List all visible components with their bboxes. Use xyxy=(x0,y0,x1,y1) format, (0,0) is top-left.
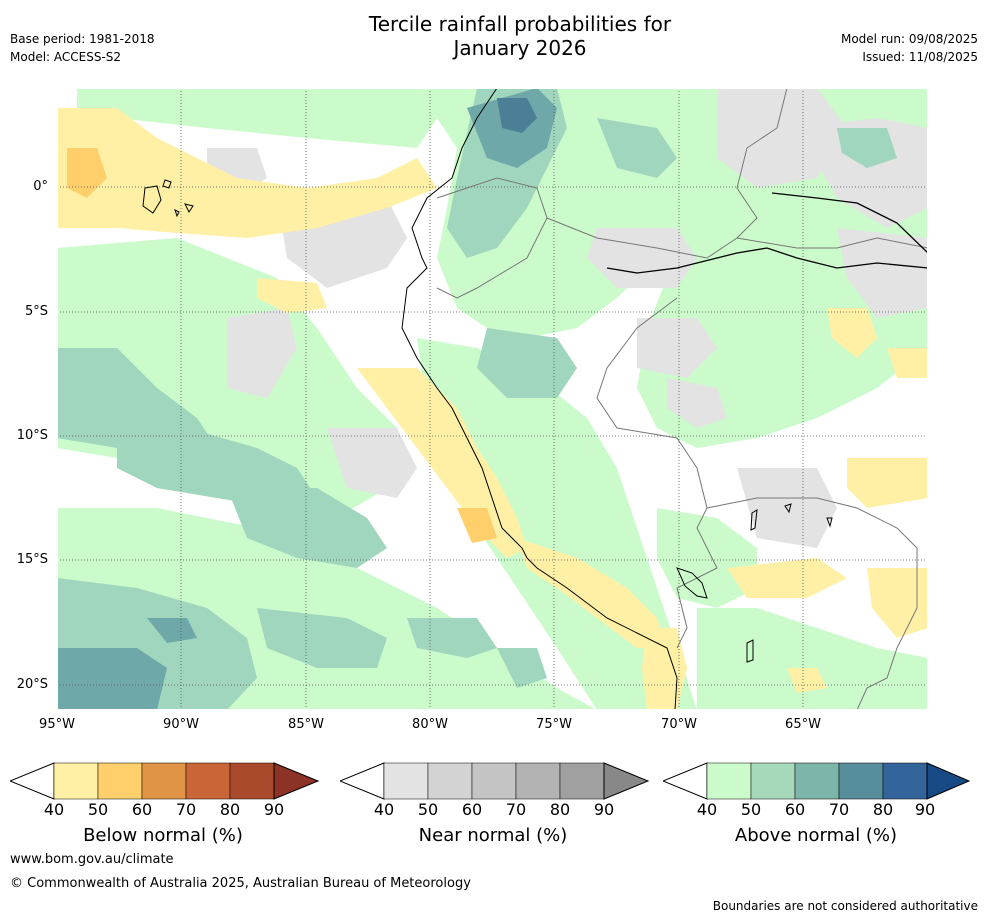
tick: 70 xyxy=(175,800,197,819)
rivers xyxy=(606,192,928,274)
lat-label-0: 0° xyxy=(33,179,48,194)
near-normal-areas xyxy=(207,88,928,548)
colorbar-near-bin-40-50 xyxy=(383,762,429,800)
colorbar-above-bin-50-60 xyxy=(750,762,796,800)
colorbar-below-under xyxy=(10,762,55,800)
footer-disclaimer: Boundaries are not considered authoritat… xyxy=(712,899,978,913)
colorbar-below-normal xyxy=(10,762,320,800)
tick: 70 xyxy=(828,800,850,819)
chart-title: Tercile rainfall probabilities for Janua… xyxy=(300,12,740,60)
lon-label-90w: 90°W xyxy=(163,717,199,732)
lat-label-10s: 10°S xyxy=(16,428,48,443)
colorbar-above-under xyxy=(663,762,708,800)
coastline xyxy=(401,88,678,710)
colorbar-near-under xyxy=(340,762,385,800)
above-normal-60-70-areas xyxy=(57,88,557,710)
lat-label-5s: 5°S xyxy=(24,304,48,319)
colorbar-above-bin-60-70 xyxy=(794,762,840,800)
model-name: Model: ACCESS-S2 xyxy=(10,50,122,64)
lon-label-75w: 75°W xyxy=(536,717,572,732)
colorbar-above-bin-40-50 xyxy=(706,762,752,800)
tick: 80 xyxy=(549,800,571,819)
colorbar-above-title: Above normal (%) xyxy=(734,825,898,846)
below-normal-areas xyxy=(57,108,928,710)
model-run: Model run: 09/08/2025 xyxy=(840,32,978,46)
colorbar-above-bin-80-90 xyxy=(882,762,928,800)
country-borders xyxy=(436,88,928,710)
lake-titicaca xyxy=(676,567,708,599)
map-svg xyxy=(57,88,928,710)
tick: 70 xyxy=(505,800,527,819)
tick: 60 xyxy=(461,800,483,819)
colorbar-below-bin-60-70 xyxy=(141,762,187,800)
colorbar-below-bin-40-50 xyxy=(53,762,99,800)
tick: 40 xyxy=(373,800,395,819)
colorbar-near-title: Near normal (%) xyxy=(418,825,568,846)
meta-right: Model run: 09/08/2025 Issued: 11/08/2025 xyxy=(841,30,978,66)
colorbar-below-bin-80-90 xyxy=(229,762,275,800)
gridlines xyxy=(57,88,928,710)
tick: 50 xyxy=(417,800,439,819)
tick: 60 xyxy=(131,800,153,819)
colorbar-near-normal xyxy=(340,762,650,800)
colorbar-above-normal xyxy=(663,762,971,800)
colorbar-below-title: Below normal (%) xyxy=(83,825,243,846)
tick: 40 xyxy=(43,800,65,819)
title-line-1: Tercile rainfall probabilities for xyxy=(368,12,672,36)
colorbar-below-bin-50-60 xyxy=(97,762,143,800)
footer-url: www.bom.gov.au/climate xyxy=(10,852,174,867)
tick: 80 xyxy=(219,800,241,819)
galapagos-islands xyxy=(142,179,194,218)
lon-label-70w: 70°W xyxy=(661,717,697,732)
colorbar-above-over xyxy=(926,762,971,800)
lon-label-95w: 95°W xyxy=(39,717,75,732)
lon-label-85w: 85°W xyxy=(288,717,324,732)
footer-copyright: © Commonwealth of Australia 2025, Austra… xyxy=(10,876,471,891)
colorbar-near-bin-70-80 xyxy=(515,762,561,800)
colorbar-near-over xyxy=(603,762,650,800)
map-panel xyxy=(57,88,928,710)
colorbar-near-bin-80-90 xyxy=(559,762,605,800)
colorbar-near-bin-50-60 xyxy=(427,762,473,800)
tick: 90 xyxy=(263,800,285,819)
tick: 90 xyxy=(914,800,936,819)
meta-left: Base period: 1981-2018 Model: ACCESS-S2 xyxy=(10,30,155,66)
colorbar-below-bin-70-80 xyxy=(185,762,231,800)
issued-date: Issued: 11/08/2025 xyxy=(862,50,978,64)
tick: 40 xyxy=(696,800,718,819)
small-lakes xyxy=(746,503,833,663)
tick: 50 xyxy=(87,800,109,819)
colorbar-below-over xyxy=(273,762,320,800)
tick: 50 xyxy=(740,800,762,819)
lon-label-80w: 80°W xyxy=(412,717,448,732)
colorbar-near-bin-60-70 xyxy=(471,762,517,800)
map-frame xyxy=(57,88,928,710)
base-period: Base period: 1981-2018 xyxy=(10,32,155,46)
title-line-2: January 2026 xyxy=(453,36,587,60)
tick: 80 xyxy=(872,800,894,819)
above-normal-70-80-areas xyxy=(497,98,537,133)
tick: 90 xyxy=(593,800,615,819)
tick: 60 xyxy=(784,800,806,819)
colorbar-above-bin-70-80 xyxy=(838,762,884,800)
lon-label-65w: 65°W xyxy=(785,717,821,732)
lat-label-15s: 15°S xyxy=(16,552,48,567)
lat-label-20s: 20°S xyxy=(16,677,48,692)
